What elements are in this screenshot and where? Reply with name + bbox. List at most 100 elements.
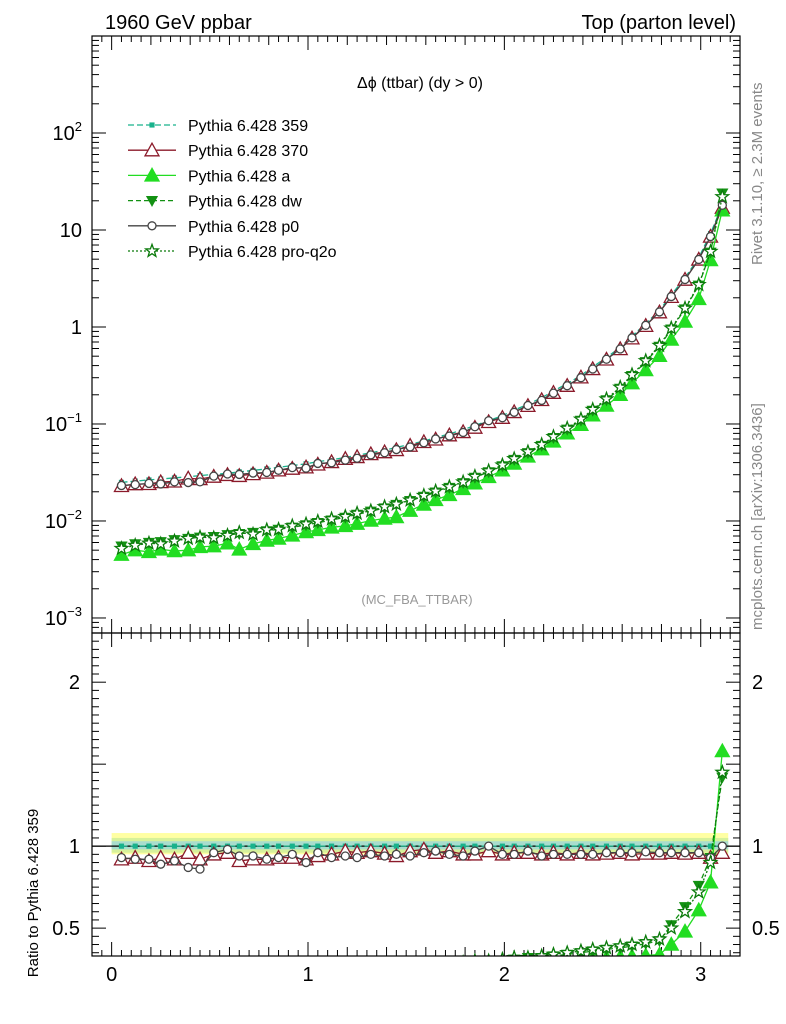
ratio-point <box>456 963 470 976</box>
ratio-point <box>470 846 480 856</box>
data-point <box>509 407 519 417</box>
ratio-point <box>389 972 403 985</box>
data-point <box>572 410 590 427</box>
data-point <box>533 436 550 452</box>
ratio-point <box>417 967 431 980</box>
x-tick-label: 3 <box>695 964 706 986</box>
data-point <box>523 400 533 411</box>
data-point <box>666 291 676 302</box>
data-point <box>379 448 390 458</box>
data-point <box>705 231 716 242</box>
data-point <box>195 477 205 487</box>
ratio-point <box>197 843 203 849</box>
data-point <box>694 254 704 265</box>
ratio-point <box>194 966 207 978</box>
ratio-point <box>533 947 550 956</box>
ratio-point <box>545 945 562 956</box>
data-point <box>494 456 511 472</box>
ratio-point <box>588 849 598 859</box>
data-point <box>391 444 402 455</box>
ratio-point <box>680 848 690 858</box>
ratio-point <box>654 946 665 956</box>
header-right-title: Top (parton level) <box>581 12 736 34</box>
ratio-point <box>247 967 260 979</box>
ratio-point <box>340 851 350 861</box>
legend-label: Pythia 6.428 pro-q2o <box>188 244 337 261</box>
ratio-point <box>168 967 181 979</box>
ratio-point <box>260 964 273 976</box>
ratio-point <box>144 968 154 977</box>
ratio-point <box>612 937 629 954</box>
ratio-point <box>236 843 242 849</box>
ratio-point <box>339 963 352 975</box>
ratio-point <box>470 959 480 968</box>
ratio-point <box>640 947 651 956</box>
ratio-point <box>325 963 338 975</box>
data-point <box>209 471 219 481</box>
ratio-point <box>315 843 321 849</box>
ratio-point <box>221 966 234 978</box>
data-point <box>205 537 222 553</box>
data-point <box>458 427 468 438</box>
ratio-point <box>430 846 441 856</box>
ratio-point <box>509 849 519 859</box>
ratio-point <box>167 974 181 987</box>
ratio-point <box>468 961 482 974</box>
ratio-point <box>260 974 274 987</box>
ratio-point <box>404 959 417 971</box>
data-point <box>180 529 197 546</box>
data-point <box>156 479 166 489</box>
ratio-point <box>327 967 337 976</box>
data-point <box>402 502 419 517</box>
ratio-point <box>130 970 140 979</box>
data-point <box>231 541 248 556</box>
ratio-point <box>666 848 676 858</box>
data-point <box>258 532 275 547</box>
ratio-point <box>195 968 205 977</box>
data-point <box>651 347 668 363</box>
ratio-uncertainty-bands <box>92 833 740 855</box>
data-point <box>427 482 444 499</box>
data-point <box>690 276 707 292</box>
data-point <box>297 515 315 531</box>
data-point <box>576 373 586 383</box>
ratio-point <box>391 849 402 859</box>
ratio-point <box>338 970 352 983</box>
header-left-title: 1960 GeV ppbar <box>105 12 252 34</box>
x-tick-label: 2 <box>499 964 510 986</box>
ratio-point <box>209 848 219 858</box>
ratio-point <box>444 960 454 969</box>
ratio-point <box>419 962 429 971</box>
ratio-point <box>144 854 154 864</box>
data-point <box>313 458 323 469</box>
chart-title: Δϕ (ttbar) (dy > 0) <box>357 75 483 92</box>
ratio-point <box>132 843 138 849</box>
ratio-point <box>366 849 376 859</box>
ratio-point <box>273 852 284 863</box>
data-point <box>444 431 455 441</box>
data-point <box>598 390 615 406</box>
data-point <box>497 413 508 423</box>
ratio-point <box>285 972 299 985</box>
data-point <box>362 502 379 518</box>
data-point <box>326 458 337 468</box>
ratio-point <box>379 851 390 861</box>
ratio-point <box>232 977 246 990</box>
data-point <box>405 442 415 452</box>
y-tick-label: 1 <box>71 317 82 339</box>
ratio-point <box>340 967 350 976</box>
ratio-point <box>195 864 205 874</box>
data-point <box>623 366 641 382</box>
data-point <box>166 542 183 558</box>
ratio-point <box>351 963 364 975</box>
data-point <box>537 395 547 406</box>
ratio-point <box>116 852 127 863</box>
ratio-point <box>313 967 323 976</box>
ratio-point <box>156 968 166 977</box>
data-point <box>340 455 350 465</box>
data-point <box>641 320 651 330</box>
ratio-point <box>181 975 195 988</box>
data-point <box>480 462 497 478</box>
data-point <box>401 491 419 508</box>
data-point <box>244 535 262 551</box>
